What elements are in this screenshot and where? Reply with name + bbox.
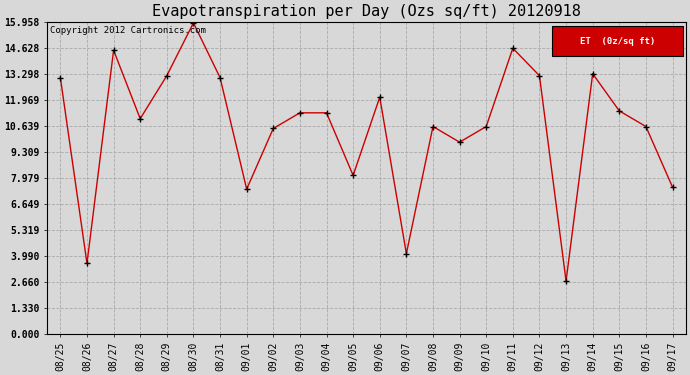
- FancyBboxPatch shape: [552, 26, 682, 56]
- Text: Copyright 2012 Cartronics.com: Copyright 2012 Cartronics.com: [50, 26, 206, 35]
- Title: Evapotranspiration per Day (Ozs sq/ft) 20120918: Evapotranspiration per Day (Ozs sq/ft) 2…: [152, 4, 581, 19]
- Text: ET  (0z/sq ft): ET (0z/sq ft): [580, 37, 655, 46]
